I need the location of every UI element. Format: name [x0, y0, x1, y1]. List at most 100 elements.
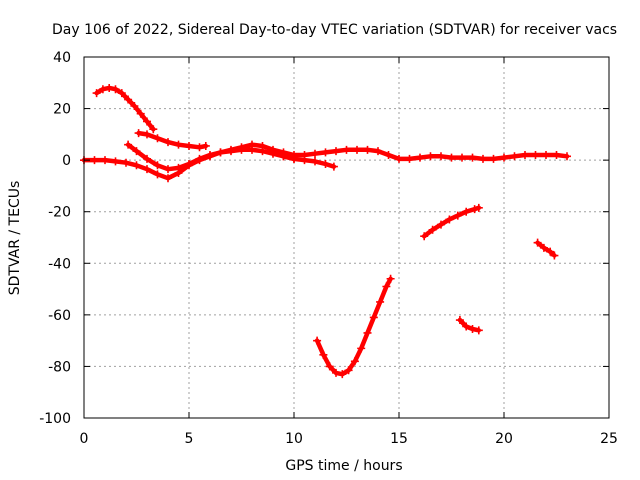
plot-frame — [83, 56, 610, 419]
series-arc-2 — [80, 140, 571, 183]
data-point — [416, 153, 424, 162]
data-point — [332, 147, 340, 156]
data-point — [130, 101, 139, 110]
x-axis-label: GPS time / hours — [285, 458, 402, 474]
data-point — [132, 161, 141, 170]
y-tick-label: 20 — [53, 102, 71, 118]
data-point — [546, 247, 555, 256]
data-point — [201, 141, 210, 150]
data-point — [143, 165, 151, 174]
series-arc-5 — [269, 148, 338, 171]
data-point — [185, 160, 193, 169]
data-series — [80, 83, 571, 379]
data-point — [474, 326, 483, 335]
data-point — [395, 154, 403, 163]
data-point — [453, 211, 462, 220]
y-tick-label: -60 — [48, 308, 71, 324]
series-arc-8 — [455, 316, 483, 335]
data-point — [455, 316, 464, 325]
data-point — [164, 165, 172, 174]
data-point — [510, 152, 519, 161]
y-tick-label: -40 — [48, 256, 71, 272]
data-point — [136, 109, 145, 118]
x-tick-label: 25 — [600, 431, 618, 447]
data-point — [248, 145, 256, 154]
data-point — [462, 322, 471, 331]
data-point — [132, 147, 141, 156]
data-point — [376, 297, 385, 306]
data-point — [195, 154, 204, 163]
data-point — [458, 153, 466, 162]
data-point — [474, 203, 483, 212]
series-arc-9 — [533, 238, 559, 260]
data-point — [321, 160, 330, 169]
series-arc-1 — [92, 83, 158, 134]
data-point — [500, 153, 508, 162]
data-point — [258, 147, 267, 156]
data-point — [437, 220, 445, 229]
y-tick-label: -100 — [39, 411, 71, 427]
data-point — [350, 357, 359, 366]
data-point — [363, 328, 372, 337]
data-point — [164, 174, 172, 183]
data-point — [332, 368, 340, 377]
chart-title: Day 106 of 2022, Sidereal Day-to-day VTE… — [52, 22, 617, 38]
y-tick-label: 0 — [62, 153, 71, 169]
series-line — [535, 240, 557, 258]
data-point — [462, 207, 471, 216]
series-arc-6 — [313, 274, 395, 379]
data-point — [313, 336, 322, 345]
data-point — [405, 154, 414, 163]
series-arc-3 — [134, 129, 210, 152]
data-point — [489, 154, 498, 163]
data-point — [216, 148, 225, 157]
data-point — [143, 117, 151, 126]
data-point — [552, 150, 561, 159]
data-point — [124, 95, 133, 104]
data-point — [521, 150, 529, 159]
data-point — [470, 205, 479, 214]
y-tick-label: 40 — [53, 50, 71, 66]
x-tick-label: 20 — [495, 431, 513, 447]
data-point — [185, 141, 193, 150]
data-point — [117, 89, 126, 98]
data-point — [542, 150, 550, 159]
data-point — [98, 85, 107, 94]
data-point — [311, 157, 319, 166]
data-point — [319, 350, 328, 359]
data-point — [550, 251, 559, 260]
data-point — [479, 154, 487, 163]
y-tick-label: -80 — [48, 359, 71, 375]
data-point — [357, 344, 366, 353]
data-point — [164, 138, 172, 147]
data-point — [382, 282, 391, 291]
data-point — [374, 147, 382, 156]
data-point — [237, 145, 246, 154]
data-point — [143, 154, 151, 163]
data-point — [338, 370, 347, 379]
data-point — [290, 154, 298, 163]
data-point — [563, 152, 571, 161]
y-tick-label: -20 — [48, 205, 71, 221]
data-point — [122, 158, 130, 167]
data-point — [300, 156, 309, 165]
data-point — [369, 313, 378, 322]
data-point — [533, 238, 542, 247]
data-point — [363, 145, 372, 154]
data-point — [279, 152, 288, 161]
data-point — [420, 232, 429, 241]
series-line — [136, 130, 209, 150]
data-point — [353, 145, 361, 154]
data-point — [174, 140, 183, 149]
data-point — [149, 125, 158, 134]
x-tick-label: 5 — [185, 431, 194, 447]
x-tick-label: 0 — [80, 431, 89, 447]
data-point — [174, 163, 183, 172]
data-point — [386, 274, 395, 283]
data-point — [437, 152, 445, 161]
data-point — [90, 156, 99, 165]
data-point — [153, 161, 162, 170]
data-point — [111, 85, 120, 94]
data-point — [426, 152, 435, 161]
data-point — [195, 143, 204, 152]
